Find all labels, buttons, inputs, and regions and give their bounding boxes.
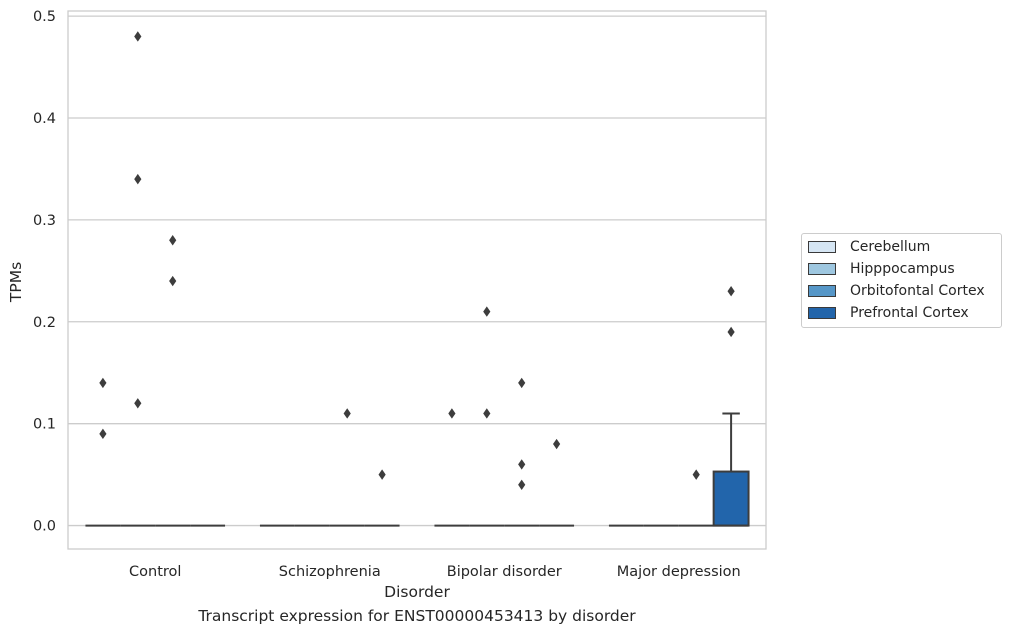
box-body xyxy=(712,470,750,527)
outlier-point xyxy=(99,377,107,389)
outlier-point xyxy=(99,428,107,440)
outliers xyxy=(99,31,735,491)
legend-swatch xyxy=(808,307,836,319)
legend-swatch xyxy=(808,263,836,275)
outlier-point xyxy=(343,408,351,419)
outlier-point xyxy=(483,408,491,419)
legend-item-prefrontal-cortex: Prefrontal Cortex xyxy=(808,303,969,323)
outlier-point xyxy=(518,459,526,470)
y-tick-label: 0.3 xyxy=(33,213,56,229)
outlier-point xyxy=(553,438,561,450)
plot-area xyxy=(67,10,767,550)
outlier-point xyxy=(518,377,526,389)
x-tick-label: Schizophrenia xyxy=(279,564,381,580)
x-axis-label: Disorder xyxy=(384,583,450,601)
outlier-point xyxy=(727,286,735,297)
y-tick-label: 0.0 xyxy=(33,519,56,535)
x-tick-label: Control xyxy=(129,564,181,580)
outlier-point xyxy=(169,235,177,246)
chart-caption: Transcript expression for ENST0000045341… xyxy=(198,607,636,625)
y-tick-label: 0.5 xyxy=(33,9,56,25)
legend-item-orbitofrontal-cortex: Orbitofontal Cortex xyxy=(808,281,985,301)
box-prefrontal-cortex xyxy=(712,412,750,527)
y-tick-label: 0.1 xyxy=(33,417,56,433)
x-axis-ticks: Control Schizophrenia Bipolar disorder Majo… xyxy=(129,564,741,580)
y-axis-label: TPMs xyxy=(7,262,25,303)
legend-item-cerebellum: Cerebellum xyxy=(808,237,930,257)
outlier-point xyxy=(483,306,491,317)
legend-swatch xyxy=(808,285,836,297)
outlier-point xyxy=(448,408,456,419)
legend: Cerebellum Hipppocampus Orbitofontal Cor… xyxy=(801,233,1002,328)
boxes xyxy=(85,412,750,527)
outlier-point xyxy=(134,173,142,185)
legend-item-hippocampus: Hipppocampus xyxy=(808,259,955,279)
legend-swatch xyxy=(808,241,836,253)
outlier-point xyxy=(134,398,142,409)
y-axis-ticks: 0.0 0.1 0.2 0.3 0.4 0.5 xyxy=(33,9,56,534)
x-tick-label: Major depression xyxy=(617,564,741,580)
legend-label: Orbitofontal Cortex xyxy=(850,283,985,299)
legend-label: Prefrontal Cortex xyxy=(850,305,969,321)
x-tick-label: Bipolar disorder xyxy=(447,564,562,580)
outlier-point xyxy=(692,469,700,480)
outlier-point xyxy=(518,479,526,491)
outlier-point xyxy=(727,326,735,338)
outlier-point xyxy=(134,31,142,42)
y-tick-label: 0.2 xyxy=(33,315,56,331)
legend-label: Hipppocampus xyxy=(850,261,955,277)
y-tick-label: 0.4 xyxy=(33,111,56,127)
outlier-point xyxy=(169,275,177,287)
outlier-point xyxy=(378,469,386,480)
legend-label: Cerebellum xyxy=(850,239,931,255)
